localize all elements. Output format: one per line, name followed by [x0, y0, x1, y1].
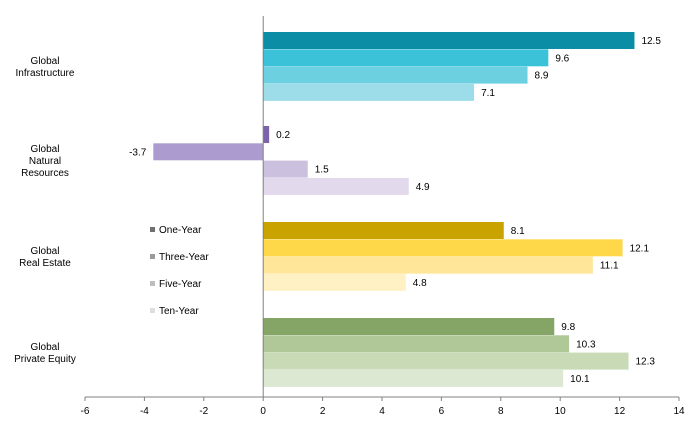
category-label: Global Private Equity [14, 342, 76, 365]
bar [263, 273, 406, 291]
x-tick-label: -6 [81, 406, 90, 417]
bar [153, 143, 264, 161]
bar [263, 352, 629, 370]
bar [263, 239, 623, 257]
data-label: 1.5 [315, 165, 329, 176]
legend-label: Three-Year [159, 252, 209, 263]
bar [263, 256, 593, 274]
data-label: 12.5 [641, 36, 661, 47]
bar [263, 32, 635, 49]
category-label: Global Infrastructure [16, 56, 75, 79]
legend-swatch [150, 308, 155, 313]
data-label: 9.6 [555, 53, 569, 64]
bar [263, 369, 564, 387]
data-label: 12.1 [630, 243, 650, 254]
data-label: 7.1 [481, 88, 495, 99]
x-tick-label: 4 [379, 406, 385, 417]
data-label: 0.2 [276, 130, 290, 141]
category-labels: Global Infrastructure Global Natural Resourc… [14, 56, 76, 365]
x-tick-label: 12 [614, 406, 626, 417]
bar [263, 160, 308, 178]
bar [263, 66, 528, 84]
legend: One-Year Three-Year Five-Year Ten-Year [150, 225, 209, 317]
data-label: 10.1 [570, 374, 590, 385]
x-tick-label: 8 [498, 406, 504, 417]
x-tick-label: 14 [673, 406, 685, 417]
category-label: Global Real Estate [19, 246, 71, 269]
data-label: 4.9 [416, 182, 430, 193]
data-label: 10.3 [576, 339, 596, 350]
x-tick-label: 0 [260, 406, 266, 417]
data-label: 9.8 [561, 322, 575, 333]
legend-label: Five-Year [159, 279, 202, 290]
bar [263, 335, 570, 353]
data-label: 8.9 [535, 71, 549, 82]
bar [263, 126, 270, 143]
data-label: 12.3 [636, 357, 656, 368]
x-tick-label: -2 [199, 406, 208, 417]
data-label: -3.7 [129, 147, 147, 158]
axes: -6 -4 -2 0 2 4 6 8 10 12 14 [81, 16, 685, 417]
data-labels: 12.5 9.6 8.9 7.1 0.2 -3.7 1.5 4.9 8.1 12.1 11.1 4.8… [129, 36, 661, 385]
bar [263, 222, 504, 239]
bar [263, 318, 555, 335]
x-tick-label: 6 [439, 406, 445, 417]
data-label: 4.8 [413, 278, 427, 289]
legend-swatch [150, 227, 155, 232]
x-tick-label: -4 [140, 406, 149, 417]
bars [153, 32, 635, 387]
data-label: 11.1 [600, 261, 619, 272]
x-tick-label: 10 [555, 406, 567, 417]
category-label: Global Natural Resources [21, 144, 69, 179]
legend-swatch [150, 254, 155, 259]
data-label: 8.1 [511, 226, 525, 237]
legend-label: One-Year [159, 225, 202, 236]
x-tick-label: 2 [320, 406, 326, 417]
bar [263, 49, 549, 67]
legend-label: Ten-Year [159, 306, 199, 317]
bar [263, 177, 409, 195]
legend-swatch [150, 281, 155, 286]
bar [263, 83, 475, 101]
